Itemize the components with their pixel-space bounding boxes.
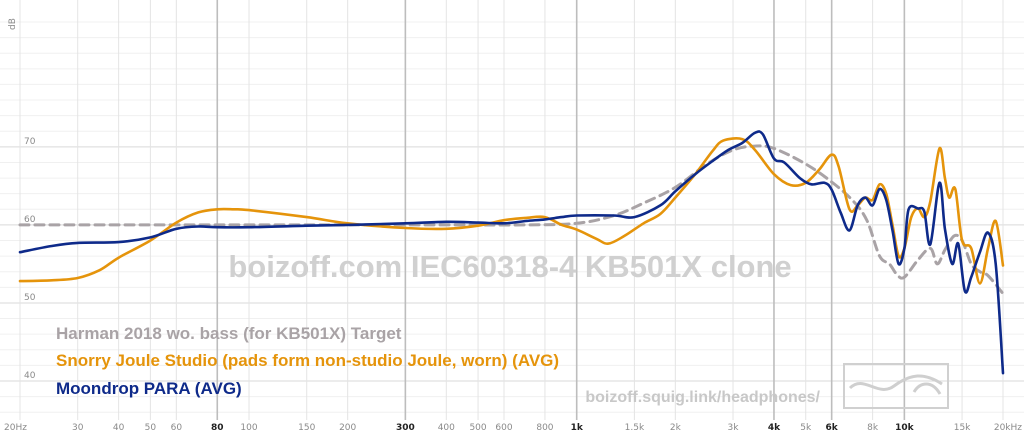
x-tick-label: 40 <box>113 423 125 433</box>
legend-snorry-joule: Snorry Joule Studio (pads form non-studi… <box>56 351 559 370</box>
moondrop-para-curve <box>18 130 1005 375</box>
x-tick-label: 1k <box>571 423 584 433</box>
x-tick-label: 15k <box>954 423 971 433</box>
x-tick-label: 30 <box>72 423 84 433</box>
x-tick-label: 300 <box>396 423 415 433</box>
snorry-joule-curve <box>18 137 1005 285</box>
x-tick-label: 500 <box>469 423 486 433</box>
y-tick-label: 70 <box>24 137 36 147</box>
x-tick-label: 8k <box>867 423 879 433</box>
site-logo <box>843 363 949 409</box>
x-tick-label: 4k <box>768 423 781 433</box>
x-tick-label: 100 <box>240 423 257 433</box>
legend-target: Harman 2018 wo. bass (for KB501X) Target <box>56 324 402 343</box>
y-tick-label: 40 <box>24 371 36 381</box>
x-tick-label: 3k <box>728 423 740 433</box>
x-tick-label: 80 <box>211 423 224 433</box>
site-url: boizoff.squig.link/headphones/ <box>585 389 820 406</box>
axis-layer: 20Hz 30 40 50 60 80 100 150 200 300 400 500 600 800 1k… <box>4 18 1022 433</box>
y-tick-label: 60 <box>24 215 36 225</box>
x-tick-label: 2k <box>670 423 682 433</box>
x-tick-label: 200 <box>339 423 356 433</box>
x-tick-label: 50 <box>145 423 157 433</box>
x-tick-label: 10k <box>895 423 915 433</box>
x-tick-label: 20kHz <box>994 423 1022 433</box>
legend: Harman 2018 wo. bass (for KB501X) Target… <box>56 324 559 398</box>
x-tick-label: 800 <box>536 423 553 433</box>
y-tick-label: 50 <box>24 293 36 303</box>
watermark-text: boizoff.com IEC60318-4 KB501X clone <box>228 249 791 284</box>
x-tick-label: 6k <box>826 423 839 433</box>
legend-moondrop-para: Moondrop PARA (AVG) <box>56 379 242 398</box>
series-layer <box>18 130 1005 375</box>
x-tick-label: 20Hz <box>4 423 27 433</box>
target-curve <box>18 144 1005 296</box>
x-tick-label: 5k <box>800 423 812 433</box>
y-axis-label: dB <box>8 18 18 30</box>
x-tick-label: 600 <box>495 423 512 433</box>
x-tick-label: 150 <box>298 423 315 433</box>
x-tick-label: 60 <box>171 423 183 433</box>
x-tick-label: 400 <box>438 423 455 433</box>
x-tick-label: 1.5k <box>625 423 645 433</box>
